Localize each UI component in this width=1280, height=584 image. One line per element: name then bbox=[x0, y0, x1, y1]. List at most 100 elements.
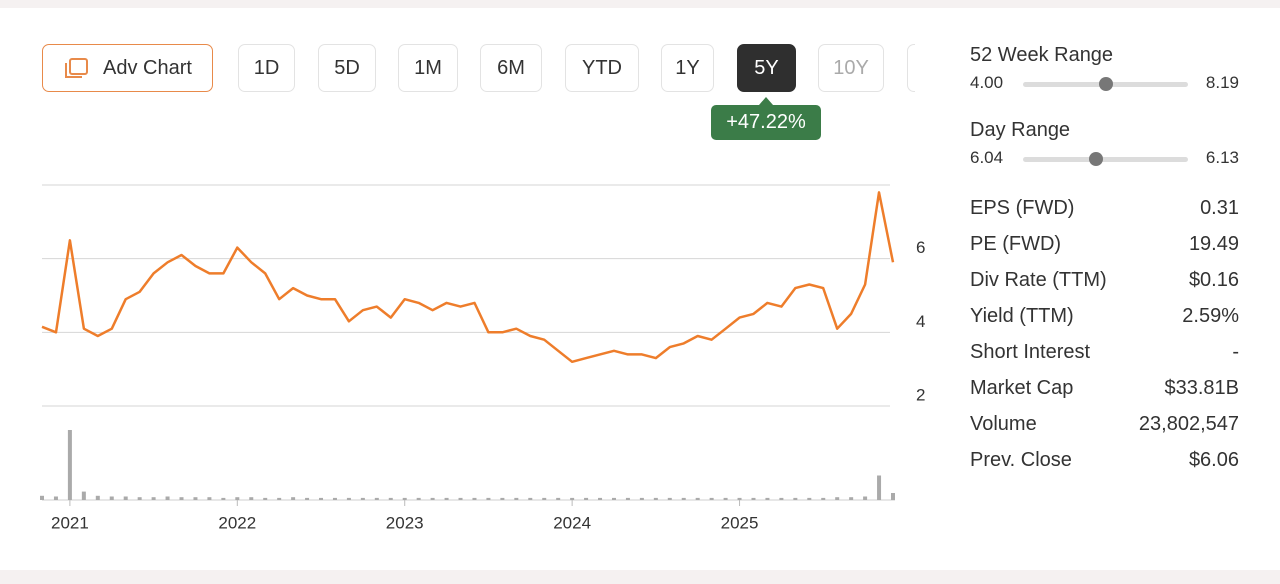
volume-bar bbox=[207, 497, 212, 500]
volume-bar bbox=[807, 497, 812, 500]
volume-bar bbox=[444, 497, 449, 500]
volume-bar bbox=[193, 497, 198, 500]
stat-label: Prev. Close bbox=[970, 449, 1072, 471]
volume-bar bbox=[388, 497, 393, 500]
volume-bar bbox=[430, 497, 435, 500]
volume-bar bbox=[570, 497, 575, 500]
stat-label: Yield (TTM) bbox=[970, 305, 1074, 327]
y-tick-label: 4 bbox=[916, 312, 925, 331]
range-track bbox=[1023, 157, 1188, 162]
volume-bar bbox=[765, 497, 770, 500]
volume-bar bbox=[835, 497, 840, 500]
stat-value: 0.31 bbox=[1200, 197, 1239, 219]
volume-bar bbox=[611, 497, 616, 500]
volume-bar bbox=[165, 496, 170, 500]
range-button[interactable]: Adv Chart bbox=[42, 44, 213, 92]
volume-bar bbox=[639, 497, 644, 500]
volume-bar bbox=[877, 475, 882, 500]
quote-panel: Adv Chart 1D 5D 1M 6M YTD 1Y 5Y 10Y M +47.22% 2 4 6… bbox=[0, 8, 1280, 570]
stat-label: PE (FWD) bbox=[970, 233, 1062, 255]
volume-bar bbox=[737, 497, 742, 500]
range-low: 4.00 bbox=[970, 73, 1004, 92]
volume-bar bbox=[514, 497, 519, 500]
volume-bar bbox=[277, 497, 282, 500]
range-button[interactable]: YTD bbox=[565, 44, 639, 92]
volume-bar bbox=[751, 497, 756, 500]
volume-bar bbox=[667, 497, 672, 500]
range-button[interactable]: 6M bbox=[480, 44, 542, 92]
range-button[interactable]: 1D bbox=[238, 44, 295, 92]
volume-bar bbox=[81, 491, 86, 500]
volume-bar bbox=[151, 497, 156, 500]
stat-label: Div Rate (TTM) bbox=[970, 269, 1107, 291]
x-tick-label: 2025 bbox=[721, 513, 759, 532]
stat-label: Market Cap bbox=[970, 377, 1074, 399]
volume-bar bbox=[123, 496, 128, 500]
stat-value: $33.81B bbox=[1164, 377, 1239, 399]
range-buttons: Adv Chart 1D 5D 1M 6M YTD 1Y 5Y 10Y M bbox=[0, 8, 915, 108]
volume-bar bbox=[695, 497, 700, 500]
volume-bar bbox=[263, 497, 268, 500]
x-tick-label: 2021 bbox=[51, 513, 89, 532]
volume-bar bbox=[346, 497, 351, 500]
volume-bar bbox=[709, 497, 714, 500]
y-tick-label: 2 bbox=[916, 385, 925, 404]
volume-bar bbox=[249, 497, 254, 500]
volume-bar bbox=[863, 496, 868, 500]
stat-label: Volume bbox=[970, 413, 1037, 435]
stat-label: EPS (FWD) bbox=[970, 197, 1075, 219]
range-button[interactable]: 1M bbox=[398, 44, 458, 92]
volume-bar bbox=[472, 497, 477, 500]
volume-bar bbox=[653, 497, 658, 500]
stat-value: 23,802,547 bbox=[1138, 413, 1239, 435]
y-tick-label: 6 bbox=[916, 238, 925, 257]
stat-value: 2.59% bbox=[1182, 305, 1239, 327]
volume-bar bbox=[235, 497, 240, 500]
chart-icon bbox=[65, 58, 89, 78]
range-high: 6.13 bbox=[1205, 148, 1239, 167]
x-tick-label: 2022 bbox=[218, 513, 256, 532]
range-marker bbox=[1089, 152, 1104, 166]
volume-bar bbox=[67, 430, 72, 500]
range-button[interactable]: 5Y bbox=[737, 44, 796, 92]
volume-bar bbox=[500, 497, 505, 500]
volume-bar bbox=[584, 497, 589, 500]
volume-bar bbox=[402, 497, 407, 500]
volume-bar bbox=[137, 497, 142, 500]
volume-bar bbox=[319, 497, 324, 500]
price-line bbox=[41, 191, 895, 364]
button-label: Adv Chart bbox=[103, 56, 192, 79]
range-button[interactable]: 5D bbox=[318, 44, 376, 92]
range-button[interactable]: 1Y bbox=[661, 44, 714, 92]
range-button[interactable]: M bbox=[907, 44, 915, 92]
volume-bar bbox=[416, 497, 421, 500]
volume-bar bbox=[598, 497, 603, 500]
volume-bar bbox=[849, 497, 854, 500]
volume-bar bbox=[821, 497, 826, 500]
stat-value: $6.06 bbox=[1188, 449, 1239, 471]
range-low: 6.04 bbox=[970, 148, 1004, 167]
range-high: 8.19 bbox=[1205, 73, 1239, 92]
x-tick-label: 2024 bbox=[553, 513, 591, 532]
range-marker bbox=[1098, 77, 1113, 91]
volume-bar bbox=[528, 497, 533, 500]
volume-bar bbox=[332, 497, 337, 500]
stat-value: $0.16 bbox=[1188, 269, 1239, 291]
volume-bar bbox=[109, 496, 114, 500]
volume-bar bbox=[360, 497, 365, 500]
volume-bar bbox=[221, 497, 226, 500]
volume-bar bbox=[723, 497, 728, 500]
stat-value: - bbox=[1232, 341, 1239, 363]
volume-bar bbox=[681, 497, 686, 500]
volume-bar bbox=[305, 497, 310, 500]
volume-bar bbox=[374, 497, 379, 500]
volume-bar bbox=[542, 497, 547, 500]
volume-bar bbox=[95, 495, 100, 500]
x-tick-label: 2023 bbox=[386, 513, 424, 532]
change-badge: +47.22% bbox=[711, 97, 821, 140]
range-button[interactable]: 10Y bbox=[818, 44, 884, 92]
volume-bar bbox=[625, 497, 630, 500]
volume-bar bbox=[891, 493, 895, 500]
volume-bar bbox=[40, 495, 44, 500]
